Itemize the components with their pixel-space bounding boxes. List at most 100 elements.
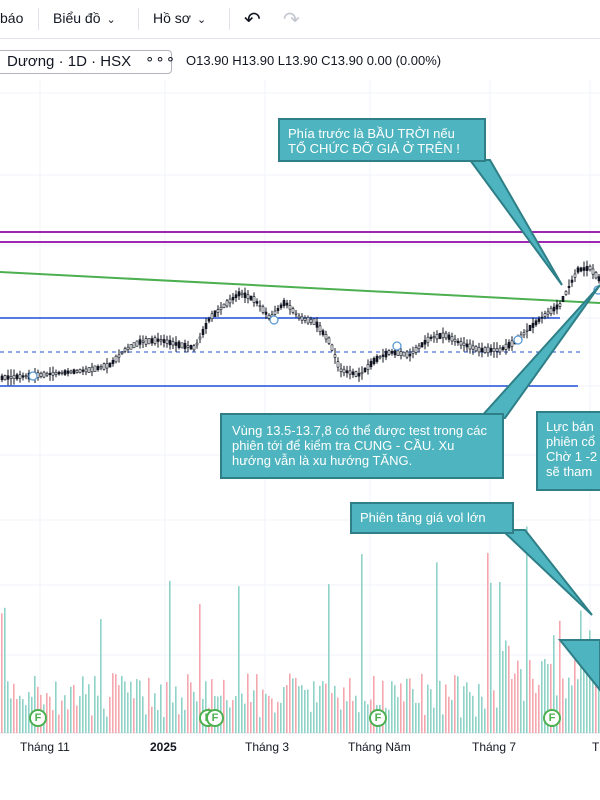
volume-bar xyxy=(169,580,171,733)
volume-bar xyxy=(415,702,417,733)
volume-bar xyxy=(247,673,249,733)
volume-bar xyxy=(343,687,345,733)
axis-label-next: T xyxy=(592,740,600,754)
candle-body xyxy=(564,291,568,295)
volume-bar xyxy=(409,678,411,733)
candle-body xyxy=(231,296,235,301)
candle-body xyxy=(357,372,361,377)
candle-body xyxy=(402,351,406,357)
candle-body xyxy=(363,367,367,373)
volume-bar xyxy=(307,689,309,733)
candle-body xyxy=(162,339,166,343)
volume-bar xyxy=(394,685,396,733)
candle-body xyxy=(288,305,292,310)
candle-body xyxy=(132,342,136,349)
volume-bar xyxy=(514,673,516,733)
volume-bar xyxy=(82,676,84,733)
candle-body xyxy=(528,324,532,332)
volume-bar xyxy=(136,679,138,733)
candle-body xyxy=(435,334,439,340)
candle-body xyxy=(387,350,391,355)
redo-icon[interactable]: ↷ xyxy=(283,9,300,31)
volume-bar xyxy=(469,692,471,733)
candle-body xyxy=(159,339,163,342)
candle-body xyxy=(498,347,502,353)
financial-marker-f[interactable]: F xyxy=(206,709,224,727)
alerts-label: báo xyxy=(0,10,24,26)
candle-body xyxy=(120,351,124,355)
volume-bar xyxy=(463,686,465,733)
candle-body xyxy=(522,332,526,336)
undo-icon[interactable]: ↶ xyxy=(244,9,261,31)
volume-bar xyxy=(85,694,87,733)
candle-body xyxy=(204,322,208,330)
volume-bar xyxy=(253,690,255,733)
candle-body xyxy=(9,376,13,379)
candle-body xyxy=(63,370,67,375)
volume-bar xyxy=(262,689,264,733)
volume-bar xyxy=(130,681,132,733)
profile-menu-button[interactable]: Hồ sơ ⌄ xyxy=(153,10,206,26)
candle-body xyxy=(291,308,295,313)
candle-body xyxy=(468,343,472,350)
candle-body xyxy=(531,322,535,328)
volume-bar xyxy=(154,693,156,733)
candle-body xyxy=(105,363,109,369)
chevron-down-icon: ⌄ xyxy=(196,14,207,26)
candle-body xyxy=(180,342,184,349)
volume-bar xyxy=(454,675,456,733)
volume-bar xyxy=(259,717,261,733)
volume-bar xyxy=(172,702,174,733)
callout-pointer-sell xyxy=(557,639,600,692)
candle-body xyxy=(57,371,61,375)
event-dot xyxy=(28,371,38,381)
toolbar-divider xyxy=(38,8,39,30)
symbol-selector[interactable]: Dương · 1D · HSX ∘∘∘ xyxy=(0,50,175,74)
volume-bar xyxy=(352,700,354,733)
candle-body xyxy=(348,370,352,375)
volume-bar xyxy=(145,714,147,733)
candle-body xyxy=(36,372,40,378)
volume-bar xyxy=(292,678,294,733)
volume-bar xyxy=(16,699,18,733)
candle-body xyxy=(462,342,466,347)
volume-bar xyxy=(160,684,162,733)
candle-body xyxy=(54,372,58,375)
alerts-button[interactable]: báo xyxy=(0,10,23,26)
candle-body xyxy=(390,350,394,354)
candle-body xyxy=(372,357,376,365)
volume-bar xyxy=(433,707,435,733)
volume-bar xyxy=(235,695,237,733)
volume-bar xyxy=(406,678,408,733)
candle-body xyxy=(78,369,82,373)
toolbar-divider xyxy=(229,8,230,30)
candle-body xyxy=(270,314,274,318)
financial-marker-f[interactable]: F xyxy=(29,709,47,727)
candle-body xyxy=(549,307,553,315)
more-icon[interactable]: ∘∘∘ xyxy=(145,51,177,68)
volume-bar xyxy=(79,696,81,733)
financial-marker-f[interactable]: F xyxy=(369,709,387,727)
volume-bar xyxy=(22,699,24,733)
candle-body xyxy=(375,355,379,362)
volume-bar xyxy=(457,676,459,733)
volume-bar xyxy=(427,684,429,733)
volume-bar xyxy=(94,676,96,733)
candle-body xyxy=(534,320,538,326)
profile-menu-label: Hồ sơ xyxy=(153,10,191,26)
candle-body xyxy=(216,309,220,313)
candle-body xyxy=(360,371,364,375)
candle-body xyxy=(114,355,118,363)
candle-body xyxy=(567,286,571,288)
candle-body xyxy=(111,359,115,365)
financial-marker-f[interactable]: F xyxy=(543,709,561,727)
chart-menu-button[interactable]: Biểu đồ ⌄ xyxy=(53,10,116,26)
volume-bar xyxy=(223,679,225,733)
candle-body xyxy=(207,318,211,322)
callout-sky-text: Phía trước là BẦU TRỜI nếu TỔ CHỨC ĐỠ GI… xyxy=(288,126,460,156)
candle-body xyxy=(150,338,154,344)
volume-bar xyxy=(46,693,48,733)
candle-body xyxy=(432,336,436,339)
volume-bar xyxy=(472,695,474,733)
candle-body xyxy=(366,364,370,370)
